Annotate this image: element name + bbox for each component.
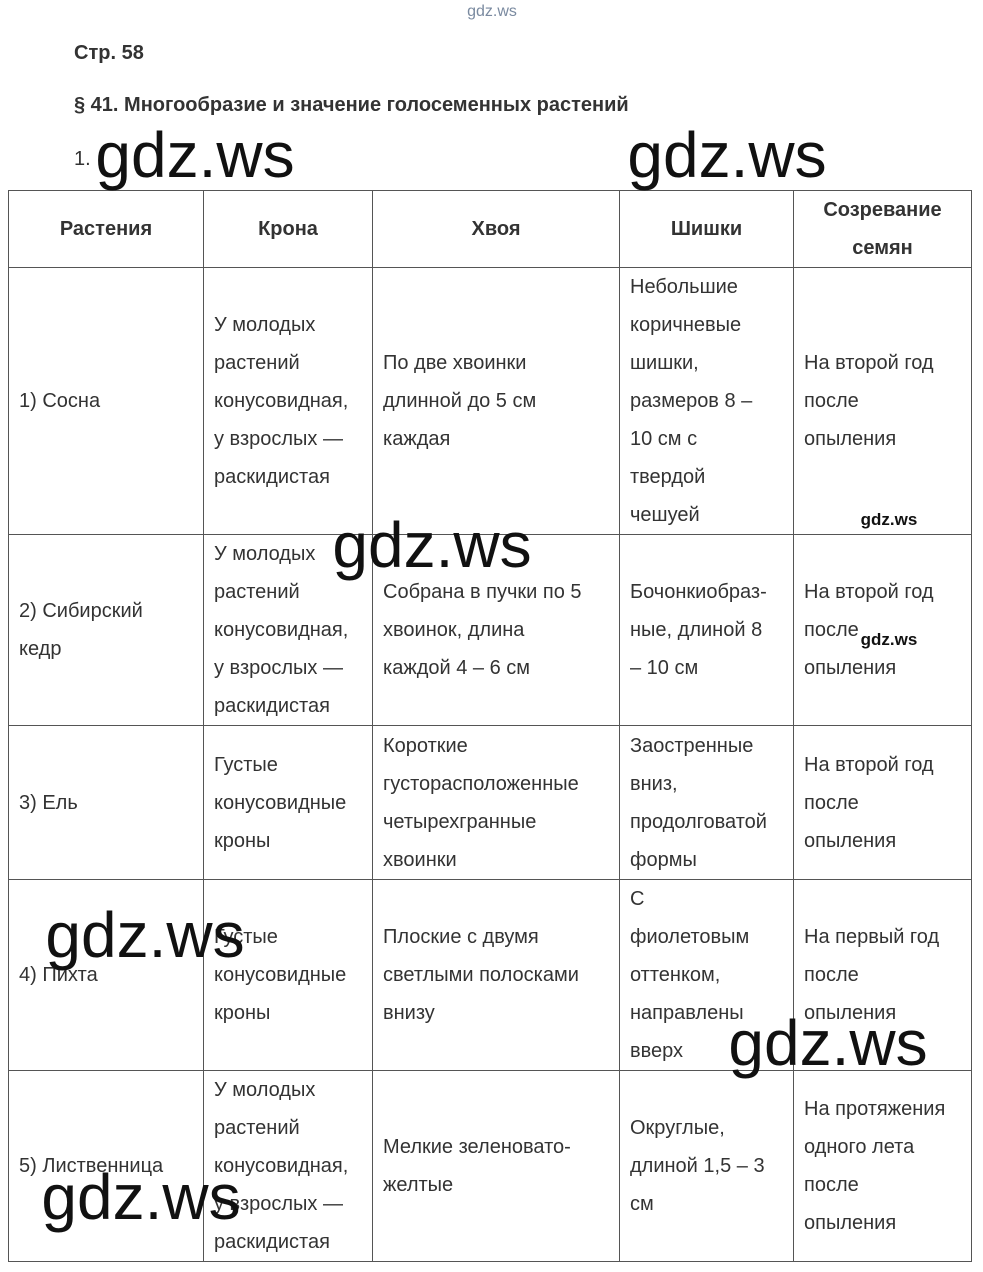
- table-cell: Мелкие зеленовато- желтые: [372, 1070, 620, 1262]
- table-cell: На протяжения одного лета после опыления: [793, 1070, 972, 1262]
- table-cell: На первый год после опыления: [793, 879, 972, 1071]
- watermark: gdz.ws: [627, 119, 827, 191]
- table-row: 5) Лиственница У молодых растений конусов…: [8, 1070, 972, 1262]
- table-row: 2) Сибирский кедр У молодых растений кону…: [8, 534, 972, 726]
- section-title: § 41. Многообразие и значение голосеменн…: [74, 94, 629, 116]
- table-cell: У молодых растений конусовидная, у взрос…: [203, 267, 373, 535]
- watermark: gdz.ws: [95, 119, 295, 191]
- table-cell: По две хвоинки длинной до 5 см каждая: [372, 267, 620, 535]
- table-cell: Заостренные вниз, продолговатой формы: [619, 725, 794, 880]
- table-row: 1) Сосна У молодых растений конусовидная,…: [8, 267, 972, 535]
- header-cell: Созревание семян: [793, 190, 972, 268]
- table-cell: Небольшие коричневые шишки, размеров 8 –…: [619, 267, 794, 535]
- table-cell: 3) Ель: [8, 725, 204, 880]
- table-cell: У молодых растений конусовидная, у взрос…: [203, 534, 373, 726]
- item-number: 1.: [74, 148, 91, 170]
- table-cell: С фиолетовым оттенком, направлены вверх: [619, 879, 794, 1071]
- table-cell: Густые конусовидные кроны: [203, 879, 373, 1071]
- header-row: Растения Крона Хвоя Шишки Созревание семян: [8, 190, 972, 268]
- table-cell: Округлые, длиной 1,5 – 3 см: [619, 1070, 794, 1262]
- watermark: gdz.ws: [332, 509, 532, 581]
- table-row: 4) Пихта Густые конусовидные кроны Плоские…: [8, 879, 972, 1071]
- table-cell: 2) Сибирский кедр: [8, 534, 204, 726]
- table-cell: 1) Сосна: [8, 267, 204, 535]
- watermark: gdz.ws: [45, 899, 245, 971]
- watermark: gdz.ws: [728, 1007, 928, 1079]
- header-cell: Крона: [203, 190, 373, 268]
- table-cell: 5) Лиственница: [8, 1070, 204, 1262]
- watermark: gdz.ws: [467, 3, 517, 20]
- table: Растения Крона Хвоя Шишки Созревание семян 1…: [8, 190, 972, 1262]
- header-cell: Хвоя: [372, 190, 620, 268]
- header-cell: Растения: [8, 190, 204, 268]
- table-cell: Бочонкиобраз- ные, длиной 8 – 10 см: [619, 534, 794, 726]
- watermark: gdz.ws: [860, 630, 918, 649]
- watermark: gdz.ws: [41, 1161, 241, 1233]
- table-cell: У молодых растений конусовидная, у взрос…: [203, 1070, 373, 1262]
- page-number: Стр. 58: [74, 42, 144, 64]
- header-cell: Шишки: [619, 190, 794, 268]
- table-cell: Собрана в пучки по 5 хвоинок, длина кажд…: [372, 534, 620, 726]
- table-cell: Плоские с двумя светлыми полосками внизу: [372, 879, 620, 1071]
- table-cell: На второй год после опыления: [793, 725, 972, 880]
- table-cell: На второй год после опыления: [793, 534, 972, 726]
- table-row: 3) Ель Густые конусовидные кроны Короткие …: [8, 725, 972, 880]
- table-cell: Короткие густорасположенные четырехгранн…: [372, 725, 620, 880]
- table-cell: Густые конусовидные кроны: [203, 725, 373, 880]
- table-cell: На второй год после опыления: [793, 267, 972, 535]
- watermark: gdz.ws: [860, 510, 918, 529]
